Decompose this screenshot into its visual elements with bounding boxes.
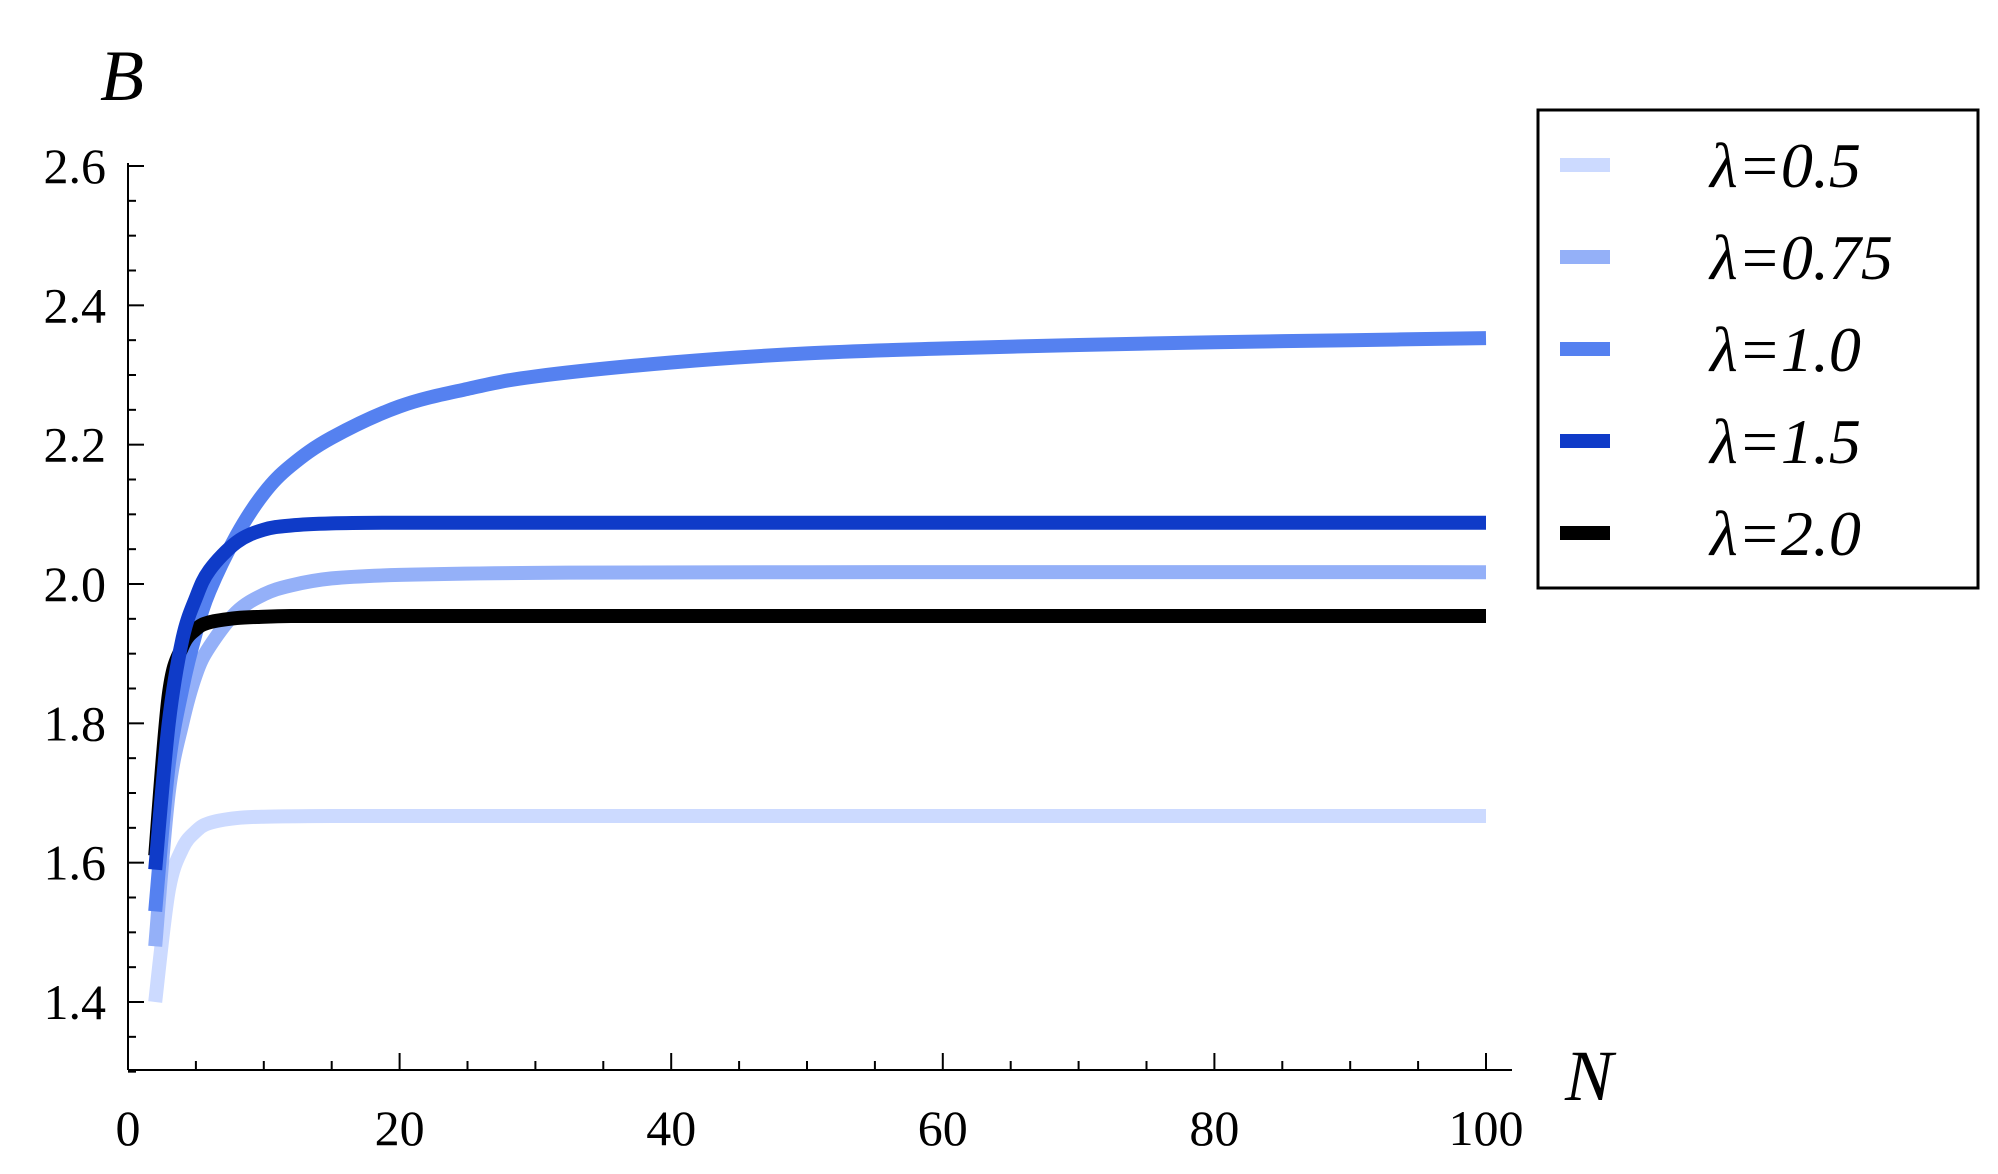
y-axis-title: B <box>100 36 144 116</box>
x-tick-label: 100 <box>1449 1100 1524 1156</box>
series-line-1 <box>148 565 1487 947</box>
x-axis-title: N <box>1564 1036 1617 1116</box>
legend-label: λ=1.5 <box>1708 406 1861 477</box>
y-tick-label: 1.8 <box>44 695 107 751</box>
legend-label: λ=1.0 <box>1708 314 1861 385</box>
series-line-0 <box>148 808 1486 1003</box>
ticks-layer: 1.4 1.6 1.8 2.0 2.2 2.4 2.6 0 20 40 60 80 100 <box>44 138 1524 1156</box>
y-tick-label: 1.4 <box>44 974 107 1030</box>
y-tick-label: 2.6 <box>44 138 107 194</box>
legend-box <box>1536 108 1980 590</box>
legend-label: λ=2.0 <box>1708 498 1861 569</box>
legend-label: λ=0.75 <box>1708 222 1893 293</box>
y-tick-label: 2.4 <box>44 277 107 333</box>
y-tick-label: 2.2 <box>44 417 107 473</box>
legend-label: λ=0.5 <box>1708 130 1861 201</box>
legend: λ=0.5 λ=0.75 λ=1.0 λ=1.5 λ=2.0 <box>1536 108 1980 590</box>
x-tick-label: 40 <box>646 1100 696 1156</box>
x-tick-label: 0 <box>116 1100 141 1156</box>
x-tick-label: 80 <box>1189 1100 1239 1156</box>
series-line-2 <box>148 331 1487 913</box>
series-line-3 <box>148 515 1486 871</box>
series-layer <box>148 331 1487 1003</box>
x-tick-label: 60 <box>918 1100 968 1156</box>
y-tick-label: 2.0 <box>44 556 107 612</box>
x-tick-label: 20 <box>375 1100 425 1156</box>
y-tick-label: 1.6 <box>44 835 107 891</box>
